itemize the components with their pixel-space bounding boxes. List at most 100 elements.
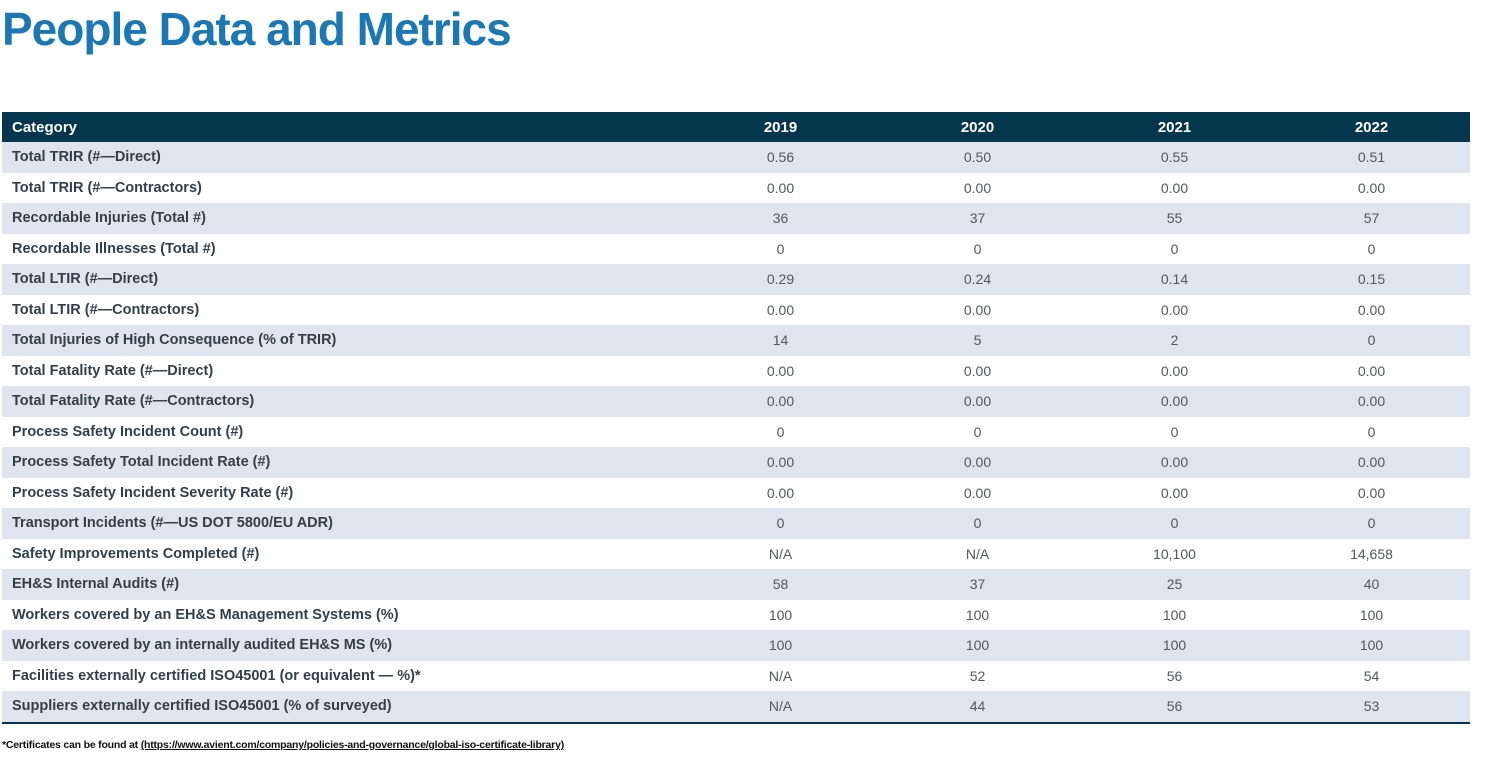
value-cell: 58 xyxy=(772,576,789,593)
table-row: Suppliers externally certified ISO45001 … xyxy=(2,691,1470,722)
table-row: Total Injuries of High Consequence (% of… xyxy=(2,325,1470,356)
category-cell: Total Fatality Rate (#—Contractors) xyxy=(12,393,255,410)
category-cell: Total TRIR (#—Direct) xyxy=(12,149,161,166)
table-row: Workers covered by an internally audited… xyxy=(2,630,1470,661)
category-cell: Total LTIR (#—Direct) xyxy=(12,271,159,288)
value-cell: 0.00 xyxy=(963,301,992,318)
column-header-category: Category xyxy=(12,118,78,136)
category-cell: Total Fatality Rate (#—Direct) xyxy=(12,362,214,379)
value-cell: 0.00 xyxy=(963,484,992,501)
value-cell: 0.50 xyxy=(963,149,992,166)
footnote-text: *Certificates can be found at xyxy=(2,739,141,751)
value-cell: 0.00 xyxy=(1357,301,1386,318)
value-cell: 0.00 xyxy=(963,454,992,471)
table-row: Total LTIR (#—Contractors) 0.00 0.00 0.00 0.… xyxy=(2,295,1470,326)
value-cell: 0.00 xyxy=(1160,362,1189,379)
table-row: Process Safety Total Incident Rate (#) 0.… xyxy=(2,447,1470,478)
value-cell: 40 xyxy=(1363,576,1380,593)
value-cell: 0.00 xyxy=(766,393,795,410)
table-row: Recordable Illnesses (Total #) 0 0 0 0 xyxy=(2,234,1470,265)
category-cell: Workers covered by an EH&S Management Sy… xyxy=(12,606,399,623)
category-cell: Total LTIR (#—Contractors) xyxy=(12,301,200,318)
column-header-2021: 2021 xyxy=(1157,118,1192,136)
value-cell: 0.00 xyxy=(1357,362,1386,379)
value-cell: 0.14 xyxy=(1160,271,1189,288)
column-header-2022: 2022 xyxy=(1354,118,1389,136)
category-cell: Process Safety Incident Severity Rate (#… xyxy=(12,484,294,501)
value-cell: 100 xyxy=(768,606,793,623)
column-header-2020: 2020 xyxy=(960,118,995,136)
people-metrics-table: Category 2019 2020 2021 2022 Total TRIR … xyxy=(2,112,1470,724)
value-cell: 0 xyxy=(1367,515,1376,532)
value-cell: 25 xyxy=(1166,576,1183,593)
table-row: Safety Improvements Completed (#) N/A N/A 1… xyxy=(2,539,1470,570)
category-cell: Total Injuries of High Consequence (% of… xyxy=(12,332,337,349)
table-row: EH&S Internal Audits (#) 58 37 25 40 xyxy=(2,569,1470,600)
table-row: Total Fatality Rate (#—Contractors) 0.00 0… xyxy=(2,386,1470,417)
value-cell: 0.00 xyxy=(963,179,992,196)
value-cell: 37 xyxy=(969,210,986,227)
category-cell: Recordable Illnesses (Total #) xyxy=(12,240,216,257)
table-header-row: Category 2019 2020 2021 2022 xyxy=(2,112,1470,142)
value-cell: 2 xyxy=(1170,332,1179,349)
value-cell: N/A xyxy=(768,667,793,684)
value-cell: 36 xyxy=(772,210,789,227)
value-cell: 100 xyxy=(1162,637,1187,654)
value-cell: 0.00 xyxy=(766,362,795,379)
table-row: Process Safety Incident Count (#) 0 0 0 0 xyxy=(2,417,1470,448)
value-cell: 0 xyxy=(1170,515,1179,532)
table-body: Total TRIR (#—Direct) 0.56 0.50 0.55 0.51 Tot… xyxy=(2,142,1470,722)
value-cell: 100 xyxy=(1359,637,1384,654)
value-cell: N/A xyxy=(965,545,990,562)
category-cell: Transport Incidents (#—US DOT 5800/EU AD… xyxy=(12,515,333,532)
value-cell: 0.00 xyxy=(766,484,795,501)
category-cell: Facilities externally certified ISO45001… xyxy=(12,667,421,684)
value-cell: 0.29 xyxy=(766,271,795,288)
value-cell: 0.00 xyxy=(1160,484,1189,501)
page-title: People Data and Metrics xyxy=(2,3,512,55)
value-cell: 0.00 xyxy=(1357,179,1386,196)
table-row: Total Fatality Rate (#—Direct) 0.00 0.00 0.… xyxy=(2,356,1470,387)
value-cell: 100 xyxy=(768,637,793,654)
table-row: Process Safety Incident Severity Rate (#… xyxy=(2,478,1470,509)
value-cell: 0.00 xyxy=(766,454,795,471)
value-cell: 0.55 xyxy=(1160,149,1189,166)
value-cell: 0.00 xyxy=(1357,484,1386,501)
value-cell: 52 xyxy=(969,667,986,684)
value-cell: 0 xyxy=(973,423,982,440)
value-cell: 0.00 xyxy=(766,179,795,196)
value-cell: 100 xyxy=(965,637,990,654)
value-cell: N/A xyxy=(768,545,793,562)
category-cell: Process Safety Total Incident Rate (#) xyxy=(12,454,271,471)
value-cell: 100 xyxy=(1359,606,1384,623)
value-cell: 0.00 xyxy=(963,393,992,410)
value-cell: 0.24 xyxy=(963,271,992,288)
value-cell: 0.15 xyxy=(1357,271,1386,288)
table-row: Workers covered by an EH&S Management Sy… xyxy=(2,600,1470,631)
value-cell: 54 xyxy=(1363,667,1380,684)
value-cell: 56 xyxy=(1166,667,1183,684)
category-cell: Recordable Injuries (Total #) xyxy=(12,210,206,227)
category-cell: Process Safety Incident Count (#) xyxy=(12,423,244,440)
value-cell: 0.00 xyxy=(963,362,992,379)
value-cell: 14,658 xyxy=(1350,545,1393,562)
value-cell: 57 xyxy=(1363,210,1380,227)
value-cell: 0 xyxy=(1170,240,1179,257)
value-cell: 0 xyxy=(776,423,785,440)
category-cell: Total TRIR (#—Contractors) xyxy=(12,179,202,196)
value-cell: N/A xyxy=(768,698,793,715)
value-cell: 0 xyxy=(1367,423,1376,440)
value-cell: 0 xyxy=(776,240,785,257)
category-cell: EH&S Internal Audits (#) xyxy=(12,576,180,593)
column-header-2019: 2019 xyxy=(763,118,798,136)
value-cell: 44 xyxy=(969,698,986,715)
value-cell: 0.00 xyxy=(1357,393,1386,410)
table-row: Recordable Injuries (Total #) 36 37 55 57 xyxy=(2,203,1470,234)
table-row: Total LTIR (#—Direct) 0.29 0.24 0.14 0.15 xyxy=(2,264,1470,295)
footnote-link[interactable]: (https://www.avient.com/company/policies… xyxy=(140,739,565,751)
table-row: Total TRIR (#—Contractors) 0.00 0.00 0.00 0.… xyxy=(2,173,1470,204)
value-cell: 0 xyxy=(776,515,785,532)
value-cell: 0 xyxy=(1367,332,1376,349)
value-cell: 56 xyxy=(1166,698,1183,715)
value-cell: 0 xyxy=(973,240,982,257)
